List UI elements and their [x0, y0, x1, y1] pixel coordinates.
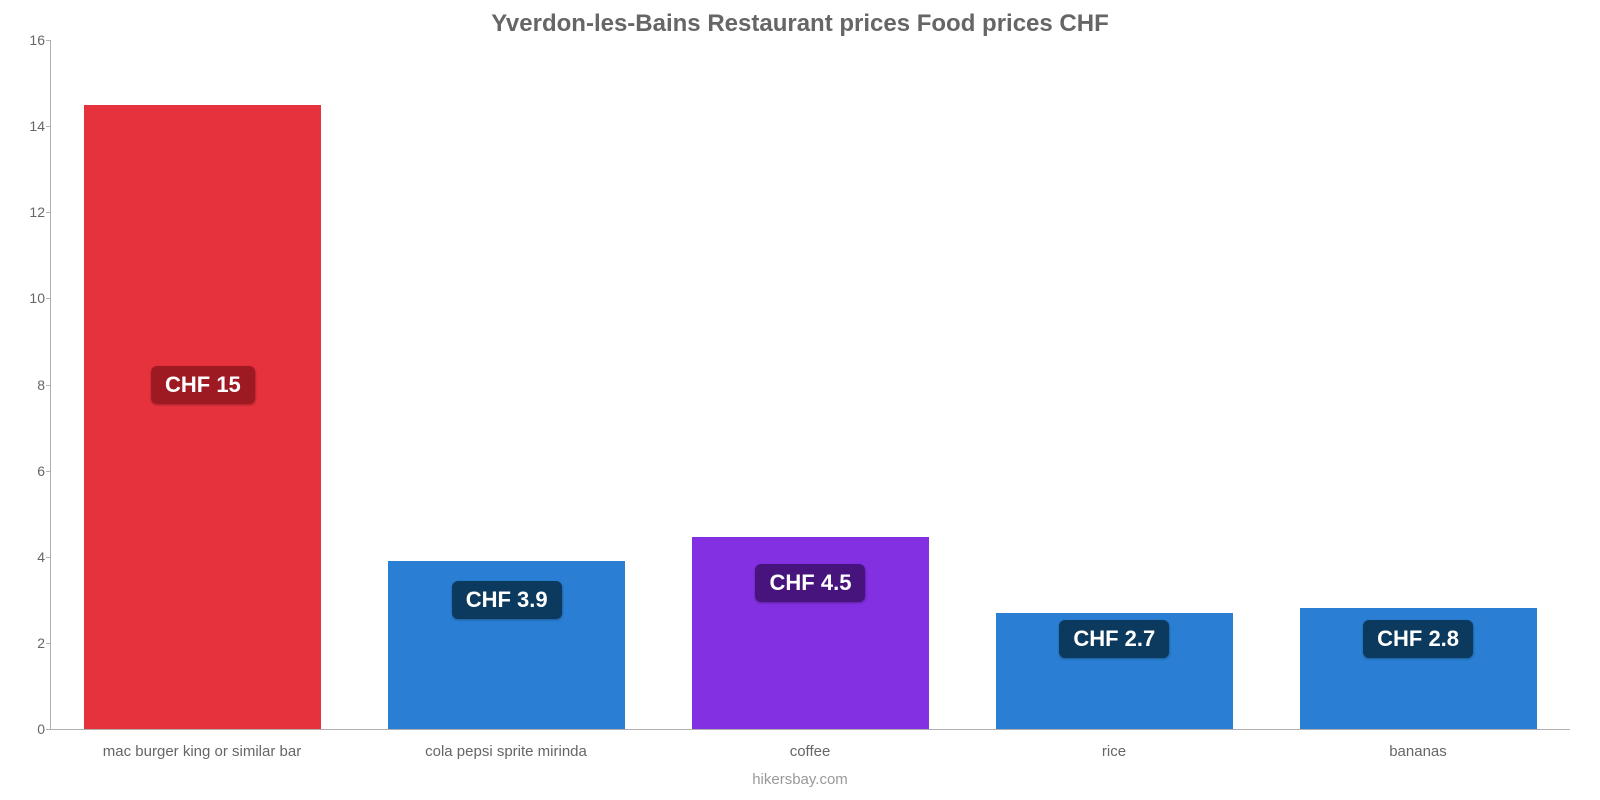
- y-tick-label: 16: [15, 32, 45, 48]
- bar-slot: CHF 2.8: [1266, 40, 1570, 729]
- y-tick-label: 10: [15, 290, 45, 306]
- y-tick-mark: [46, 40, 51, 41]
- chart-title: Yverdon-les-Bains Restaurant prices Food…: [0, 0, 1600, 38]
- y-tick-label: 2: [15, 635, 45, 651]
- x-axis-label: bananas: [1266, 743, 1570, 760]
- source-attribution: hikersbay.com: [0, 771, 1600, 788]
- value-badge: CHF 15: [151, 366, 255, 404]
- bars-container: CHF 15 CHF 3.9 CHF 4.5 CHF 2.7 CHF 2.8: [51, 40, 1570, 729]
- y-tick-mark: [46, 298, 51, 299]
- bar-slot: CHF 15: [51, 40, 355, 729]
- x-axis-labels: mac burger king or similar barcola pepsi…: [50, 743, 1570, 760]
- x-axis-label: rice: [962, 743, 1266, 760]
- y-tick-label: 0: [15, 721, 45, 737]
- y-tick-mark: [46, 471, 51, 472]
- value-badge: CHF 4.5: [756, 564, 866, 602]
- y-tick-mark: [46, 212, 51, 213]
- y-tick-label: 14: [15, 118, 45, 134]
- y-tick-mark: [46, 126, 51, 127]
- y-tick-label: 8: [15, 377, 45, 393]
- y-tick-label: 4: [15, 549, 45, 565]
- x-axis-label: cola pepsi sprite mirinda: [354, 743, 658, 760]
- chart-area: CHF 15CHF 3.9CHF 4.5CHF 2.7CHF 2.8 02468…: [50, 40, 1570, 730]
- y-tick-label: 12: [15, 204, 45, 220]
- y-tick-mark: [46, 643, 51, 644]
- bar-slot: CHF 4.5: [659, 40, 963, 729]
- bar-slot: CHF 3.9: [355, 40, 659, 729]
- value-badge: CHF 3.9: [452, 581, 562, 619]
- y-tick-mark: [46, 557, 51, 558]
- x-axis-label: coffee: [658, 743, 962, 760]
- plot-region: CHF 15CHF 3.9CHF 4.5CHF 2.7CHF 2.8 02468…: [50, 40, 1570, 730]
- x-axis-label: mac burger king or similar bar: [50, 743, 354, 760]
- bar: [84, 105, 321, 729]
- y-tick-label: 6: [15, 463, 45, 479]
- y-tick-mark: [46, 385, 51, 386]
- bar-slot: CHF 2.7: [962, 40, 1266, 729]
- value-badge: CHF 2.7: [1059, 620, 1169, 658]
- y-tick-mark: [46, 729, 51, 730]
- value-badge: CHF 2.8: [1363, 620, 1473, 658]
